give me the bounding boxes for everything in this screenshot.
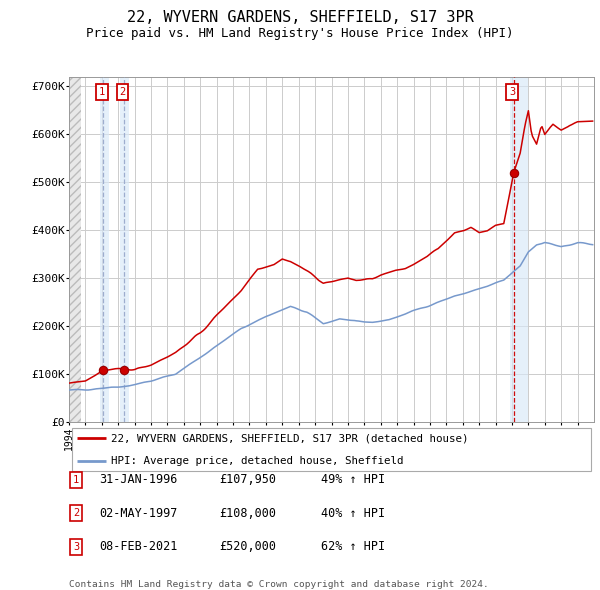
Text: 1: 1 <box>98 87 105 97</box>
Text: £107,950: £107,950 <box>219 473 276 486</box>
Text: 08-FEB-2021: 08-FEB-2021 <box>99 540 178 553</box>
Text: 31-JAN-1996: 31-JAN-1996 <box>99 473 178 486</box>
Text: 22, WYVERN GARDENS, SHEFFIELD, S17 3PR (detached house): 22, WYVERN GARDENS, SHEFFIELD, S17 3PR (… <box>111 434 469 444</box>
Text: 2: 2 <box>73 509 79 518</box>
Bar <box>120 77 129 422</box>
Text: 3: 3 <box>509 87 515 97</box>
Text: 1: 1 <box>73 475 79 484</box>
Text: 40% ↑ HPI: 40% ↑ HPI <box>321 507 385 520</box>
Bar <box>509 77 529 422</box>
Bar <box>69 77 81 422</box>
Text: Price paid vs. HM Land Registry's House Price Index (HPI): Price paid vs. HM Land Registry's House … <box>86 27 514 40</box>
Text: 22, WYVERN GARDENS, SHEFFIELD, S17 3PR: 22, WYVERN GARDENS, SHEFFIELD, S17 3PR <box>127 10 473 25</box>
Text: £520,000: £520,000 <box>219 540 276 553</box>
Text: 62% ↑ HPI: 62% ↑ HPI <box>321 540 385 553</box>
Text: HPI: Average price, detached house, Sheffield: HPI: Average price, detached house, Shef… <box>111 455 404 466</box>
Bar <box>100 77 109 422</box>
Text: Contains HM Land Registry data © Crown copyright and database right 2024.
This d: Contains HM Land Registry data © Crown c… <box>69 580 489 590</box>
Text: £108,000: £108,000 <box>219 507 276 520</box>
Text: 02-MAY-1997: 02-MAY-1997 <box>99 507 178 520</box>
Text: 2: 2 <box>119 87 125 97</box>
FancyBboxPatch shape <box>71 428 592 471</box>
Text: 3: 3 <box>73 542 79 552</box>
Text: 49% ↑ HPI: 49% ↑ HPI <box>321 473 385 486</box>
